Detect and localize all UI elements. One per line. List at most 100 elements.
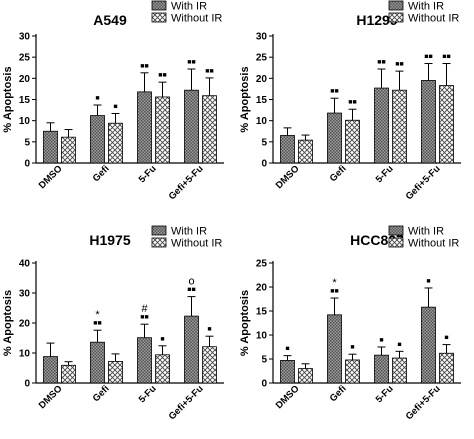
y-tick-label: 10	[19, 116, 31, 127]
x-tick-label: 5-Fu	[137, 383, 159, 405]
y-tick-label: 25	[256, 259, 268, 270]
bar	[280, 135, 295, 164]
legend-label-without-ir: Without IR	[408, 13, 459, 25]
bar	[43, 356, 58, 384]
y-tick-label: 20	[19, 74, 31, 85]
significance-mark: ■	[379, 337, 383, 344]
legend-swatch-with-ir	[388, 0, 404, 11]
significance-mark: ■	[207, 326, 211, 333]
legend-swatch-without-ir	[151, 237, 167, 248]
y-tick-label: 15	[256, 95, 268, 106]
bar	[61, 364, 76, 384]
legend-swatch-without-ir	[151, 12, 167, 23]
legend-label-with-ir: With IR	[408, 226, 444, 238]
bar	[137, 337, 152, 384]
x-tick-label: 5-Fu	[137, 163, 159, 185]
bar	[280, 360, 295, 384]
legend-swatch-with-ir	[388, 225, 404, 236]
y-tick-label: 5	[24, 137, 30, 148]
bar	[421, 306, 436, 384]
bar	[137, 91, 152, 164]
significance-mark: ■	[95, 95, 99, 102]
y-axis-label: % Apoptosis	[2, 290, 14, 356]
y-tick-label: 20	[19, 319, 31, 330]
bar	[43, 130, 58, 164]
bar	[155, 354, 170, 384]
legend-swatch-with-ir	[151, 225, 167, 236]
x-tick-label: Gefi	[91, 383, 112, 404]
significance-mark: ■	[426, 278, 430, 285]
bar	[392, 89, 407, 164]
significance-mark: ■■	[330, 288, 338, 295]
bar	[421, 80, 436, 164]
y-tick-label: 30	[19, 32, 31, 43]
legend-label-with-ir: With IR	[408, 1, 444, 13]
y-tick-label: 0	[24, 159, 30, 170]
significance-mark: ■	[285, 346, 289, 353]
y-tick-label: 10	[256, 331, 268, 342]
x-tick-label: DMSO	[274, 383, 302, 411]
legend-swatch-with-ir	[151, 0, 167, 11]
significance-mark: ■■	[187, 287, 195, 294]
x-tick-label: Gefi	[91, 163, 112, 184]
chart-title: H1299	[356, 12, 397, 28]
y-tick-label: 30	[19, 289, 31, 300]
significance-mark: ■	[113, 103, 117, 110]
bar	[184, 89, 199, 164]
legend-label-without-ir: Without IR	[171, 13, 222, 25]
x-tick-label: DMSO	[37, 163, 65, 191]
y-tick-label: 0	[261, 379, 267, 390]
significance-mark: ■■	[140, 63, 148, 70]
significance-mark: ■	[444, 335, 448, 342]
significance-mark: ■	[397, 341, 401, 348]
y-tick-label: 20	[256, 283, 268, 294]
bar	[374, 354, 389, 384]
bar	[61, 136, 76, 164]
bar	[439, 352, 454, 384]
significance-mark: ■■	[395, 61, 403, 68]
significance-mark: ■■	[442, 54, 450, 61]
bar	[155, 96, 170, 164]
y-tick-label: 0	[24, 379, 30, 390]
bar	[202, 346, 217, 384]
bar	[298, 139, 313, 164]
y-tick-label: 15	[19, 95, 31, 106]
bar	[345, 119, 360, 164]
significance-mark: ■■	[140, 314, 148, 321]
x-tick-label: DMSO	[37, 383, 65, 411]
significance-symbol: o	[188, 276, 194, 288]
significance-mark: ■	[160, 336, 164, 343]
bar	[90, 115, 105, 164]
x-tick-label: Gefi+5-Fu	[167, 383, 206, 422]
legend-swatch-without-ir	[388, 12, 404, 23]
legend-swatch-without-ir	[388, 237, 404, 248]
significance-mark: ■■	[330, 88, 338, 95]
bar	[108, 360, 123, 384]
y-tick-label: 10	[19, 349, 31, 360]
x-tick-label: DMSO	[274, 163, 302, 191]
legend-label-without-ir: Without IR	[408, 238, 459, 250]
x-tick-label: Gefi+5-Fu	[404, 383, 443, 422]
bar	[108, 122, 123, 164]
bar	[202, 95, 217, 164]
significance-symbol: #	[141, 303, 148, 315]
y-tick-label: 25	[19, 53, 31, 64]
bar	[90, 341, 105, 384]
y-tick-label: 5	[261, 355, 267, 366]
y-tick-label: 20	[256, 74, 268, 85]
y-axis-label: % Apoptosis	[239, 290, 251, 356]
significance-mark: ■■	[93, 320, 101, 327]
legend-label-with-ir: With IR	[171, 226, 207, 238]
significance-symbol: *	[332, 277, 337, 289]
bar	[374, 87, 389, 164]
y-tick-label: 15	[256, 307, 268, 318]
x-tick-label: Gefi	[328, 163, 349, 184]
chart-title: A549	[93, 12, 127, 28]
x-tick-label: Gefi+5-Fu	[404, 163, 443, 202]
chart-title: H1975	[89, 232, 130, 248]
